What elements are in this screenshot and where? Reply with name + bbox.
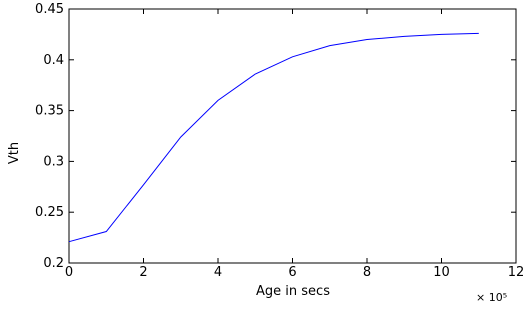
y-tick-label: 0.25: [35, 205, 64, 220]
x-tick-label: 2: [139, 265, 147, 280]
y-tick-label: 0.2: [43, 256, 64, 271]
x-tick-label: 12: [508, 265, 525, 280]
y-axis-label: Vth: [7, 142, 22, 164]
plot-frame: [68, 8, 517, 264]
x-axis-label: Age in secs: [256, 284, 330, 299]
y-tick-label: 0.4: [43, 53, 64, 68]
x-tick-label: 10: [433, 265, 450, 280]
y-tick-label: 0.35: [35, 104, 64, 119]
y-tick-label: 0.3: [43, 154, 64, 169]
y-tick-label: 0.45: [35, 2, 64, 17]
x-tick-label: 0: [65, 265, 73, 280]
x-tick-label: 8: [363, 265, 371, 280]
x-tick-label: 4: [214, 265, 222, 280]
series-line: [68, 32, 479, 243]
x-tick-label: 6: [288, 265, 296, 280]
x-axis-multiplier: × 10⁵: [476, 291, 507, 304]
